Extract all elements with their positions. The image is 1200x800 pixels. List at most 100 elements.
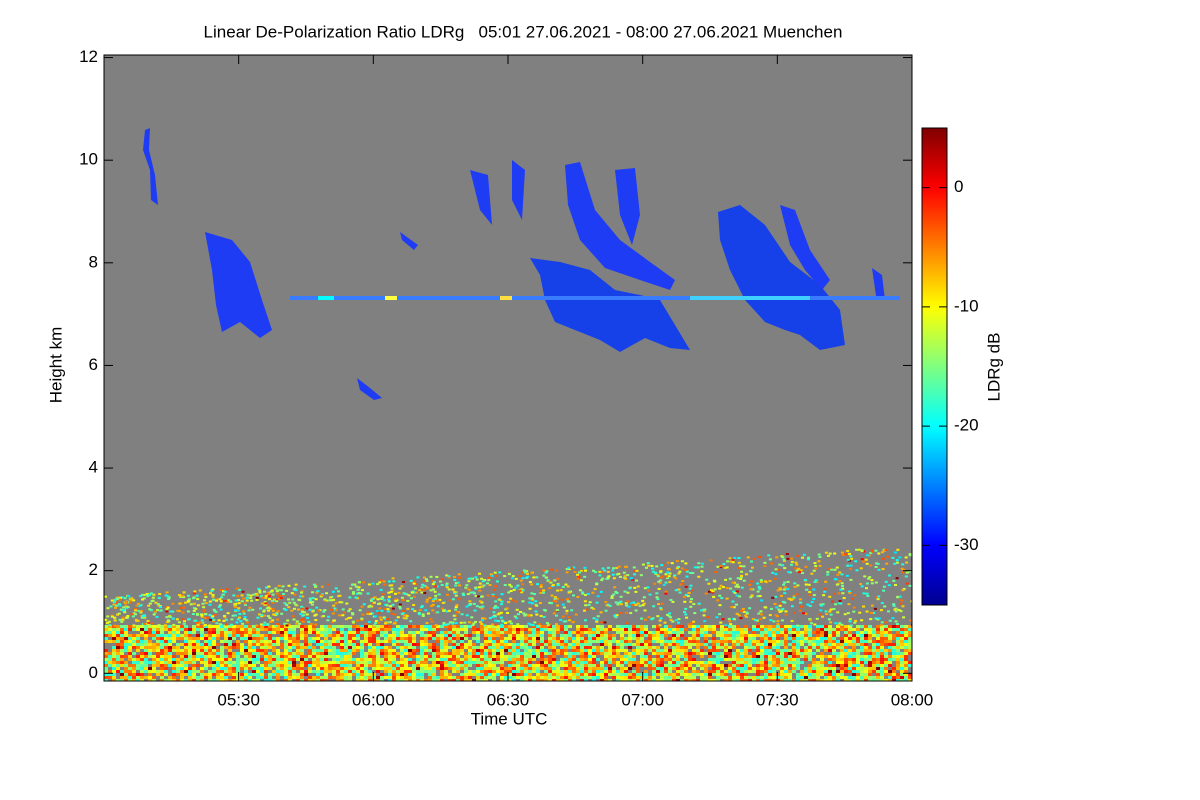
noise-pixel <box>740 634 744 637</box>
noise-pixel <box>591 591 595 594</box>
noise-pixel <box>392 658 396 661</box>
noise-pixel <box>409 579 413 582</box>
noise-pixel <box>748 646 752 649</box>
noise-pixel <box>372 628 376 631</box>
noise-pixel <box>568 652 572 655</box>
noise-pixel <box>428 664 432 667</box>
noise-pixel <box>790 557 794 560</box>
noise-pixel <box>908 553 912 556</box>
noise-pixel <box>292 643 296 646</box>
noise-pixel <box>772 637 776 640</box>
noise-pixel <box>840 658 844 661</box>
noise-pixel <box>452 625 456 628</box>
noise-pixel <box>908 634 912 637</box>
noise-pixel <box>548 637 552 640</box>
noise-pixel <box>839 588 843 591</box>
noise-pixel <box>520 673 524 676</box>
noise-pixel <box>873 607 877 610</box>
noise-pixel <box>284 667 288 670</box>
noise-pixel <box>352 631 356 634</box>
noise-pixel <box>508 625 512 628</box>
noise-pixel <box>660 602 664 605</box>
noise-pixel <box>224 634 228 637</box>
noise-pixel <box>632 625 636 628</box>
noise-pixel <box>564 670 568 673</box>
noise-pixel <box>778 610 782 613</box>
noise-pixel <box>109 605 113 608</box>
noise-pixel <box>120 652 124 655</box>
noise-pixel <box>509 622 513 625</box>
noise-pixel <box>212 658 216 661</box>
noise-pixel <box>347 610 351 613</box>
noise-pixel <box>223 590 227 593</box>
noise-pixel <box>504 676 508 679</box>
noise-pixel <box>901 605 905 608</box>
noise-pixel <box>364 679 368 681</box>
noise-pixel <box>700 673 704 676</box>
noise-pixel <box>770 607 774 610</box>
noise-pixel <box>472 631 476 634</box>
noise-pixel <box>140 655 144 658</box>
noise-pixel <box>816 643 820 646</box>
noise-pixel <box>787 571 791 574</box>
noise-pixel <box>303 585 307 588</box>
noise-pixel <box>144 646 148 649</box>
noise-pixel <box>144 655 148 658</box>
noise-pixel <box>532 628 536 631</box>
noise-pixel <box>447 576 451 579</box>
noise-pixel <box>771 571 775 574</box>
noise-pixel <box>520 625 524 628</box>
noise-pixel <box>188 676 192 679</box>
noise-pixel <box>503 584 507 587</box>
noise-pixel <box>776 589 780 592</box>
noise-pixel <box>304 628 308 631</box>
noise-pixel <box>552 679 556 681</box>
noise-pixel <box>233 603 237 606</box>
noise-pixel <box>165 610 169 613</box>
noise-pixel <box>647 616 651 619</box>
noise-pixel <box>786 587 790 590</box>
noise-pixel <box>700 661 704 664</box>
noise-pixel <box>104 618 108 621</box>
noise-pixel <box>148 625 152 628</box>
noise-pixel <box>668 673 672 676</box>
noise-pixel <box>264 596 268 599</box>
noise-pixel <box>742 565 746 568</box>
noise-pixel <box>524 640 528 643</box>
noise-pixel <box>628 637 632 640</box>
noise-pixel <box>656 664 660 667</box>
noise-pixel <box>164 634 168 637</box>
noise-pixel <box>644 658 648 661</box>
noise-pixel <box>757 612 761 615</box>
noise-pixel <box>684 646 688 649</box>
noise-pixel <box>280 670 284 673</box>
noise-pixel <box>280 652 284 655</box>
noise-pixel <box>292 618 296 621</box>
noise-pixel <box>728 676 732 679</box>
noise-pixel <box>468 634 472 637</box>
noise-pixel <box>704 673 708 676</box>
noise-pixel <box>304 640 308 643</box>
noise-pixel <box>156 603 160 606</box>
noise-pixel <box>348 670 352 673</box>
noise-pixel <box>744 634 748 637</box>
noise-pixel <box>900 567 904 570</box>
noise-pixel <box>676 673 680 676</box>
noise-pixel <box>375 610 379 613</box>
noise-pixel <box>336 640 340 643</box>
noise-pixel <box>584 652 588 655</box>
noise-pixel <box>224 623 228 626</box>
noise-pixel <box>140 640 144 643</box>
noise-pixel <box>628 652 632 655</box>
noise-pixel <box>676 565 680 568</box>
noise-pixel <box>676 658 680 661</box>
noise-pixel <box>215 599 219 602</box>
noise-pixel <box>808 587 812 590</box>
noise-pixel <box>361 581 365 584</box>
noise-pixel <box>664 634 668 637</box>
noise-pixel <box>340 658 344 661</box>
noise-pixel <box>164 637 168 640</box>
noise-pixel <box>280 673 284 676</box>
noise-pixel <box>308 655 312 658</box>
noise-pixel <box>852 649 856 652</box>
